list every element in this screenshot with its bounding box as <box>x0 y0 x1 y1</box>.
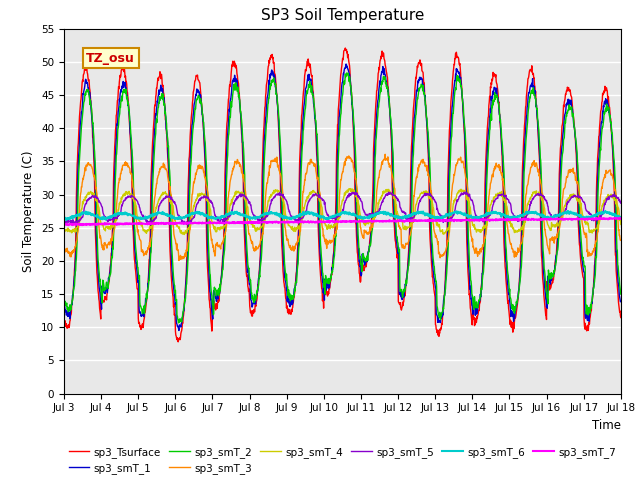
sp3_smT_6 <box>617 215 625 221</box>
sp3_Tsurface <box>342 45 349 51</box>
sp3_smT_6 <box>502 214 509 220</box>
sp3_Tsurface <box>246 310 254 316</box>
sp3_smT_7 <box>60 221 68 227</box>
sp3_smT_4 <box>346 186 354 192</box>
sp3_smT_1 <box>175 328 183 334</box>
X-axis label: Time: Time <box>592 419 621 432</box>
sp3_smT_5 <box>502 196 510 202</box>
sp3_smT_7 <box>502 217 509 223</box>
sp3_smT_1 <box>342 61 350 67</box>
sp3_smT_3 <box>60 248 68 253</box>
sp3_smT_7 <box>429 218 437 224</box>
sp3_Tsurface <box>552 257 559 263</box>
sp3_Tsurface <box>170 312 178 318</box>
sp3_smT_3 <box>381 151 389 157</box>
sp3_smT_4 <box>429 205 437 211</box>
sp3_smT_5 <box>617 200 625 206</box>
sp3_smT_1 <box>184 232 192 238</box>
sp3_smT_6 <box>429 214 437 220</box>
sp3_smT_5 <box>183 222 191 228</box>
sp3_smT_4 <box>617 222 625 228</box>
sp3_smT_6 <box>246 215 254 220</box>
sp3_Tsurface <box>60 314 68 320</box>
sp3_smT_2 <box>246 277 254 283</box>
sp3_smT_3 <box>552 236 559 241</box>
sp3_smT_1 <box>617 299 625 304</box>
sp3_smT_6 <box>184 213 192 218</box>
sp3_smT_5 <box>170 200 178 206</box>
sp3_smT_4 <box>170 216 178 221</box>
sp3_smT_6 <box>551 213 559 218</box>
sp3_smT_3 <box>429 222 437 228</box>
Text: TZ_osu: TZ_osu <box>86 52 135 65</box>
sp3_smT_3 <box>617 237 625 243</box>
Line: sp3_smT_2: sp3_smT_2 <box>64 73 621 323</box>
sp3_smT_7 <box>171 221 179 227</box>
sp3_smT_1 <box>502 260 510 265</box>
Title: SP3 Soil Temperature: SP3 Soil Temperature <box>260 9 424 24</box>
sp3_smT_2 <box>343 70 351 76</box>
Line: sp3_smT_4: sp3_smT_4 <box>64 189 621 235</box>
sp3_smT_4 <box>552 224 559 230</box>
sp3_smT_3 <box>170 233 178 239</box>
sp3_smT_4 <box>60 227 68 233</box>
sp3_smT_2 <box>184 254 192 260</box>
sp3_smT_4 <box>246 217 254 223</box>
sp3_smT_2 <box>170 282 178 288</box>
sp3_smT_2 <box>429 259 437 264</box>
sp3_smT_1 <box>60 303 68 309</box>
sp3_smT_2 <box>502 247 510 253</box>
sp3_smT_3 <box>246 236 254 241</box>
sp3_smT_2 <box>60 302 68 308</box>
sp3_smT_7 <box>184 220 192 226</box>
Line: sp3_smT_5: sp3_smT_5 <box>64 192 621 225</box>
sp3_smT_1 <box>246 295 254 301</box>
sp3_Tsurface <box>429 282 437 288</box>
sp3_smT_1 <box>552 263 559 269</box>
sp3_smT_3 <box>184 239 192 245</box>
sp3_smT_4 <box>502 202 510 208</box>
sp3_smT_6 <box>60 214 68 220</box>
sp3_smT_5 <box>552 213 559 218</box>
Line: sp3_Tsurface: sp3_Tsurface <box>64 48 621 342</box>
sp3_smT_7 <box>617 216 625 221</box>
sp3_smT_5 <box>184 221 192 227</box>
sp3_smT_2 <box>175 320 182 326</box>
sp3_smT_1 <box>170 293 178 299</box>
Legend: sp3_Tsurface, sp3_smT_1, sp3_smT_2, sp3_smT_3, sp3_smT_4, sp3_smT_5, sp3_smT_6, : sp3_Tsurface, sp3_smT_1, sp3_smT_2, sp3_… <box>65 443 620 478</box>
sp3_smT_6 <box>171 216 179 222</box>
sp3_smT_3 <box>175 258 183 264</box>
sp3_smT_4 <box>180 232 188 238</box>
Line: sp3_smT_1: sp3_smT_1 <box>64 64 621 331</box>
sp3_smT_1 <box>429 269 437 275</box>
sp3_Tsurface <box>617 315 625 321</box>
sp3_Tsurface <box>502 280 510 286</box>
sp3_smT_5 <box>460 189 468 195</box>
sp3_smT_6 <box>63 217 70 223</box>
Line: sp3_smT_3: sp3_smT_3 <box>64 154 621 261</box>
Y-axis label: Soil Temperature (C): Soil Temperature (C) <box>22 150 35 272</box>
Line: sp3_smT_6: sp3_smT_6 <box>64 211 621 220</box>
sp3_smT_6 <box>602 208 609 214</box>
Line: sp3_smT_7: sp3_smT_7 <box>64 217 621 225</box>
sp3_smT_2 <box>617 291 625 297</box>
sp3_smT_7 <box>551 216 559 222</box>
sp3_smT_2 <box>552 263 559 269</box>
sp3_smT_4 <box>184 227 192 232</box>
sp3_smT_5 <box>429 194 437 200</box>
sp3_smT_5 <box>246 202 254 208</box>
sp3_smT_7 <box>65 222 72 228</box>
sp3_smT_5 <box>60 218 68 224</box>
sp3_Tsurface <box>184 181 192 187</box>
sp3_smT_3 <box>502 204 510 210</box>
sp3_Tsurface <box>174 339 182 345</box>
sp3_smT_7 <box>246 219 254 225</box>
sp3_smT_7 <box>596 215 604 220</box>
